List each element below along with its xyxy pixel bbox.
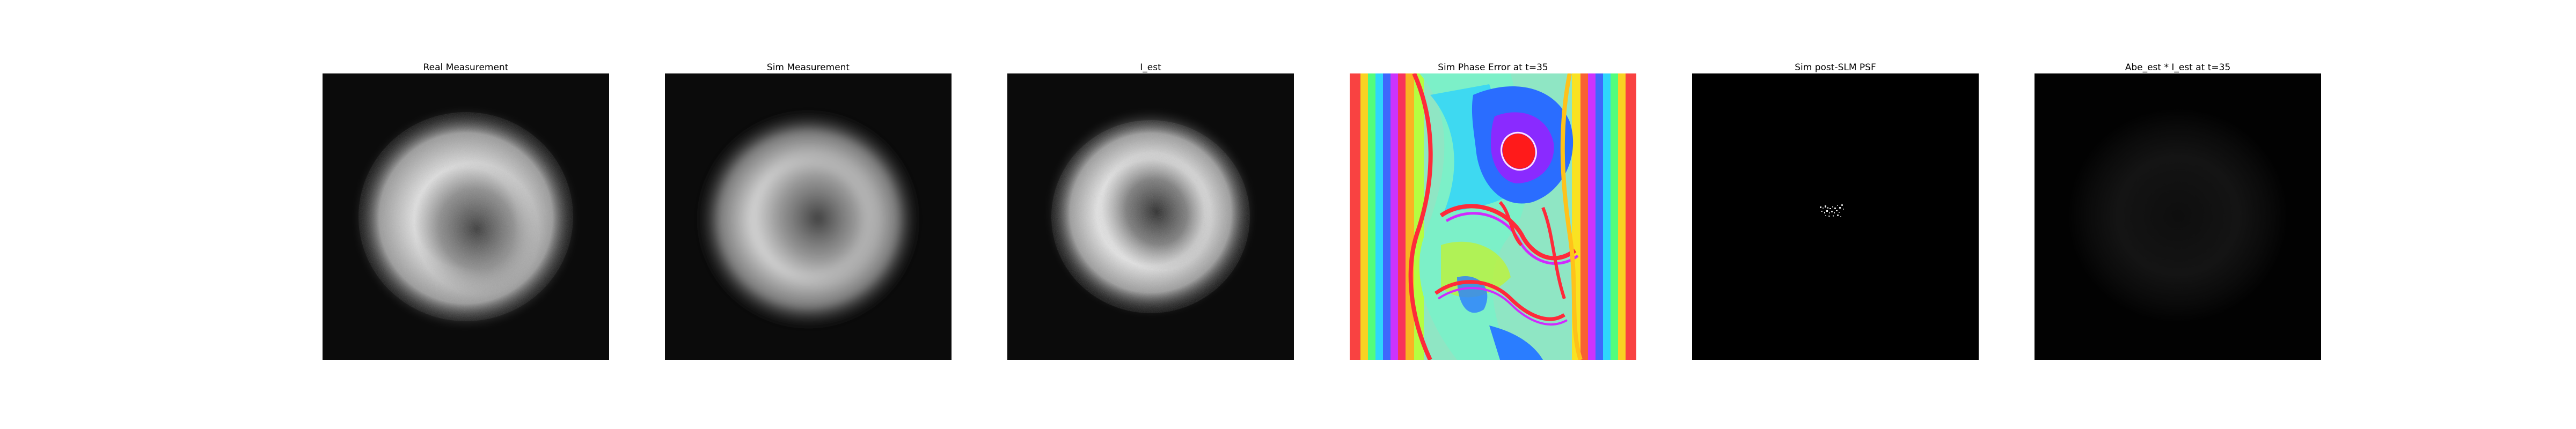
panel-image-abe-est-i-est: [2035, 73, 2321, 360]
panel-title-abe-est-i-est: Abe_est * I_est at t=35: [2125, 62, 2231, 73]
panel-title-sim-post-slm-psf: Sim post-SLM PSF: [1795, 62, 1876, 73]
panel-image-sim-phase-error: [1350, 73, 1636, 360]
panel-title-real-measurement: Real Measurement: [423, 62, 509, 73]
panel-image-sim-post-slm-psf: [1692, 73, 1979, 360]
panel-image-sim-measurement: [665, 73, 952, 360]
panel-title-i-est: I_est: [1140, 62, 1161, 73]
panel-title-sim-phase-error: Sim Phase Error at t=35: [1438, 62, 1548, 73]
panel-image-real-measurement: [323, 73, 609, 360]
panel-image-i-est: [1007, 73, 1294, 360]
panel-title-sim-measurement: Sim Measurement: [766, 62, 850, 73]
